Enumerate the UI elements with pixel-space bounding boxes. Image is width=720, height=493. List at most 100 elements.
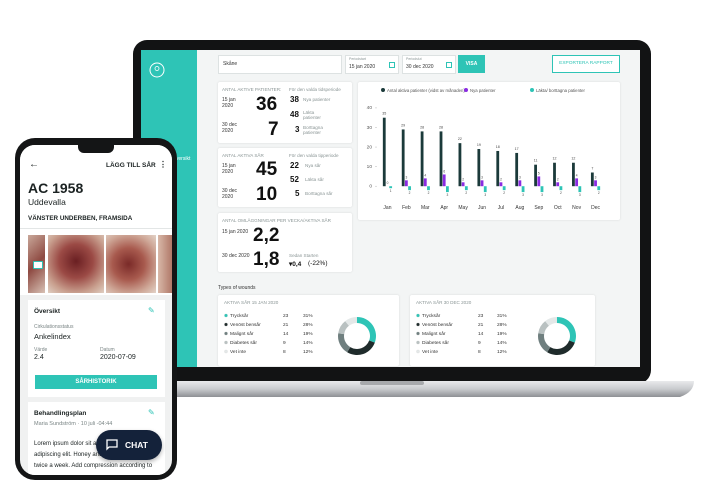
value-label: 6 bbox=[443, 169, 445, 173]
bar bbox=[597, 186, 601, 191]
camera-icon[interactable] bbox=[33, 261, 43, 269]
bar bbox=[389, 186, 393, 189]
wound-photo[interactable] bbox=[106, 235, 156, 293]
plan-line: adipiscing elit. Honey and bbox=[34, 452, 103, 458]
sidebar-item[interactable]: Översikt bbox=[172, 156, 191, 162]
chat-button[interactable]: CHAT bbox=[96, 430, 162, 460]
x-tick-label: Feb bbox=[402, 205, 411, 211]
x-tick-label: Sep bbox=[534, 205, 543, 211]
x-tick-label: Oct bbox=[554, 205, 562, 211]
wound-count: 8 bbox=[478, 349, 481, 355]
wound-count: 14 bbox=[478, 331, 484, 337]
wound-photo[interactable] bbox=[48, 235, 104, 293]
search-input[interactable]: Skåne bbox=[218, 55, 342, 74]
phone-screen: ← LÄGG TILL SÅR ⋮ AC 1958 Uddevalla VÄNS… bbox=[20, 145, 172, 475]
item-label: Läkta sår bbox=[305, 177, 324, 182]
item-value: 52 bbox=[290, 175, 299, 184]
add-wound-button[interactable]: LÄGG TILL SÅR bbox=[106, 162, 156, 169]
bar bbox=[556, 182, 560, 187]
status-label: Cirkulationsstatus bbox=[34, 324, 74, 330]
bar bbox=[537, 176, 541, 187]
wound-card-title: AKTIVA SÅR 30 DEC 2020 bbox=[416, 300, 472, 305]
end-date: 30 dec 2020 bbox=[222, 188, 238, 200]
end-value: 7 bbox=[268, 119, 279, 140]
overview-title: Översikt bbox=[34, 308, 61, 315]
value-label: 12 bbox=[571, 157, 575, 161]
wound-name: Malignt sår bbox=[230, 330, 254, 337]
start-date-input[interactable]: Periodstart 15 jan 2020 bbox=[345, 55, 399, 74]
search-text: Skåne bbox=[223, 61, 238, 67]
input-value: 15 jan 2020 bbox=[349, 64, 376, 70]
wound-count: 8 bbox=[283, 349, 286, 355]
item-value: 38 bbox=[290, 95, 299, 104]
bar bbox=[499, 182, 503, 187]
history-button[interactable]: SÅRHISTORIK bbox=[35, 375, 157, 389]
show-button[interactable]: VISA bbox=[458, 55, 485, 73]
value-label: 3 bbox=[541, 193, 543, 197]
item-value: 5 bbox=[295, 189, 300, 198]
value-label: 19 bbox=[477, 143, 481, 147]
wound-card-title: AKTIVA SÅR 15 JAN 2020 bbox=[224, 300, 279, 305]
edit-icon[interactable]: ✎ bbox=[148, 408, 155, 417]
city: Uddevalla bbox=[28, 197, 66, 207]
input-label: Periodstart bbox=[349, 57, 366, 61]
bar bbox=[458, 143, 462, 187]
stat-card: ANTAL AKTIVA SÅR 15 jan 2020 45 30 dec 2… bbox=[218, 148, 352, 207]
section-title: Types of wounds bbox=[218, 285, 256, 291]
donut-slice bbox=[537, 333, 551, 353]
back-button[interactable]: ← bbox=[29, 159, 39, 170]
bar bbox=[575, 178, 579, 187]
value-label: 3 bbox=[522, 193, 524, 197]
value-label: 28 bbox=[420, 125, 424, 129]
end-date: 30 dec 2020 bbox=[222, 253, 250, 259]
value-label: 3 bbox=[579, 193, 581, 197]
wound-count: 23 bbox=[478, 313, 484, 319]
change-pct: (-22%) bbox=[308, 260, 328, 267]
donut-slice bbox=[557, 317, 577, 343]
legend-dot bbox=[416, 313, 420, 318]
period-title: För den valda tidsperiode bbox=[289, 87, 341, 92]
user-icon bbox=[149, 62, 165, 78]
status-value: Ankelindex bbox=[34, 332, 71, 341]
value-label: 2 bbox=[500, 177, 502, 181]
bar bbox=[439, 131, 443, 187]
wound-pct: 31% bbox=[303, 313, 313, 319]
wound-card: AKTIVA SÅR 30 DEC 2020 bbox=[410, 295, 595, 366]
donut-slice bbox=[345, 317, 357, 326]
wound-photo[interactable] bbox=[158, 235, 172, 293]
bar bbox=[502, 186, 506, 191]
legend-label: Läkta/ borttagna patienter bbox=[536, 88, 586, 93]
export-button[interactable]: EXPORTERA RAPPORT bbox=[552, 55, 620, 73]
patient-id: AC 1958 bbox=[28, 180, 84, 196]
item-label: Läkta patienter bbox=[303, 110, 321, 120]
value-label: 7 bbox=[591, 167, 593, 171]
x-tick-label: May bbox=[458, 205, 468, 211]
card-title: ANTAL AKTIVE PATIENTER: bbox=[222, 87, 282, 92]
end-date-input[interactable]: Periodslut 30 dec 2020 bbox=[402, 55, 456, 74]
legend-swatch bbox=[381, 88, 385, 92]
laptop-base bbox=[106, 381, 694, 397]
wound-name: Vet inte bbox=[422, 349, 438, 355]
wound-count: 21 bbox=[478, 322, 484, 328]
value-label: 3 bbox=[519, 175, 521, 179]
donut-slice bbox=[338, 321, 349, 335]
bar bbox=[382, 117, 386, 187]
wound-name: Trycksår bbox=[422, 312, 441, 319]
value-label: 22 bbox=[458, 137, 462, 141]
item-label: Borttagna patienter bbox=[303, 125, 323, 135]
legend-swatch bbox=[464, 88, 468, 92]
x-tick-label: Mar bbox=[421, 205, 430, 211]
legend-dot bbox=[224, 349, 228, 354]
value-label: 29 bbox=[401, 123, 405, 127]
bar bbox=[540, 186, 544, 193]
x-tick-label: Aug bbox=[515, 205, 524, 211]
card-title: ANTAL OMLÄGGNINGAR PER VECKA/AKTIVA SÅR bbox=[222, 218, 331, 223]
donut-slice bbox=[347, 340, 375, 355]
legend-swatch bbox=[530, 88, 534, 92]
donut-slice bbox=[545, 317, 557, 326]
legend-dot bbox=[224, 331, 228, 336]
menu-button[interactable]: ⋮ bbox=[159, 160, 167, 169]
edit-icon[interactable]: ✎ bbox=[148, 306, 155, 315]
